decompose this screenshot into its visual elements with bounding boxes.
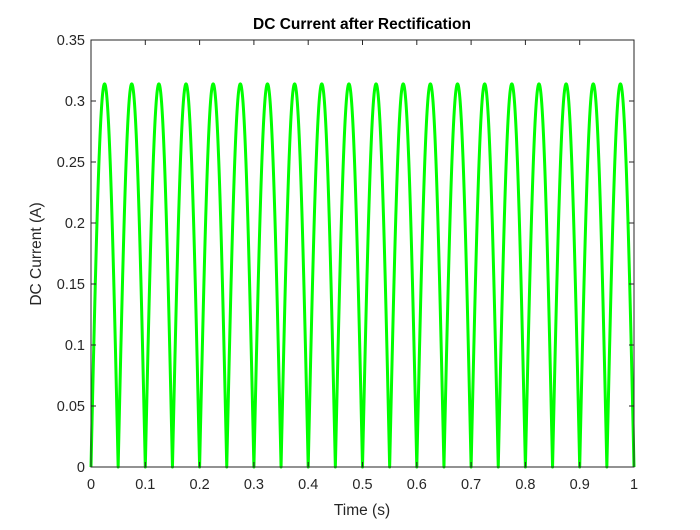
x-tick-label: 0	[87, 477, 95, 493]
y-tick-label: 0.1	[65, 338, 85, 354]
x-tick-label: 0.6	[407, 477, 427, 493]
x-tick-label: 0.9	[570, 477, 590, 493]
y-tick-label: 0.25	[57, 155, 85, 171]
chart-title: DC Current after Rectification	[253, 16, 471, 33]
x-tick-label: 0.8	[515, 477, 535, 493]
y-tick-label: 0.15	[57, 277, 85, 293]
x-tick-label: 0.1	[135, 477, 155, 493]
x-tick-label: 0.7	[461, 477, 481, 493]
x-axis-label: Time (s)	[334, 502, 390, 519]
y-tick-label: 0.2	[65, 216, 85, 232]
y-axis-label: DC Current (A)	[28, 202, 45, 305]
x-tick-label: 0.4	[298, 477, 318, 493]
y-tick-label: 0.05	[57, 399, 85, 415]
y-tick-label: 0.35	[57, 33, 85, 49]
ticks-layer: 0 0.1 0.2 0.3 0.4 0.5 0.6 0.7 0.8 0.9 1 0 0.05 0.1 0.1…	[57, 33, 638, 493]
x-tick-label: 0.2	[190, 477, 210, 493]
y-tick-label: 0.3	[65, 94, 85, 110]
x-tick-label: 0.3	[244, 477, 264, 493]
y-tick-label: 0	[77, 460, 85, 476]
x-tick-label: 0.5	[352, 477, 372, 493]
x-tick-label: 1	[630, 477, 638, 493]
